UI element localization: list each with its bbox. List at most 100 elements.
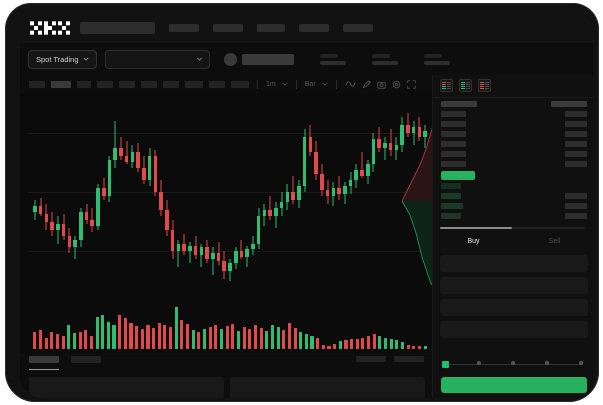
market-type-dropdown[interactable]: Spot Trading [28, 49, 97, 69]
amount-field[interactable] [440, 299, 588, 316]
candle-body [268, 209, 272, 216]
toolbar-chip-1[interactable] [51, 80, 71, 88]
table-row[interactable] [433, 129, 594, 139]
toolbar-chip-0[interactable] [29, 80, 45, 88]
candle-body [56, 223, 60, 230]
table-row[interactable] [433, 149, 594, 159]
nav-item-2[interactable] [257, 24, 285, 32]
chevron-down-icon[interactable] [322, 82, 328, 86]
candle-body [182, 243, 186, 252]
candle-body [360, 170, 364, 177]
candlestick [302, 97, 307, 295]
nav-item-3[interactable] [299, 24, 329, 32]
camera-snapshot-icon[interactable] [377, 80, 386, 89]
toolbar-chip-3[interactable] [97, 80, 113, 88]
tab-buy[interactable]: Buy [467, 238, 480, 245]
candle-body [371, 138, 376, 165]
tab-sell[interactable]: Sell [548, 238, 561, 245]
orderbook-bids-icon[interactable] [459, 79, 472, 92]
stat-value [371, 60, 398, 65]
candlestick [325, 97, 330, 295]
nav-item-4[interactable] [343, 24, 373, 32]
table-row[interactable] [433, 119, 594, 129]
bottom-card-0[interactable] [29, 377, 224, 398]
table-row[interactable] [433, 109, 594, 119]
bottom-tab-1[interactable] [71, 356, 101, 363]
scrollbar-thumb[interactable] [440, 227, 512, 229]
candle-wick [424, 124, 426, 149]
price-field[interactable] [440, 277, 588, 294]
volume-histogram[interactable] [28, 301, 432, 349]
volume-bar [197, 331, 201, 349]
amount-slider[interactable] [441, 360, 587, 370]
volume-bar [265, 330, 269, 349]
pair-select-dropdown[interactable] [104, 49, 210, 69]
candle-body [308, 136, 313, 153]
candlestick [205, 97, 209, 295]
toolbar-chip-5[interactable] [141, 80, 157, 88]
settings-gear-icon[interactable] [392, 80, 401, 89]
slider-stop-100[interactable] [579, 361, 583, 365]
volume-bar [270, 324, 274, 349]
candlestick [101, 97, 106, 295]
slider-stop-75[interactable] [545, 361, 549, 365]
bottom-right-tab-0[interactable] [356, 356, 386, 362]
slider-stop-25[interactable] [477, 361, 481, 365]
interval-label[interactable]: 1m [266, 80, 276, 88]
table-row[interactable] [433, 159, 594, 169]
candlestick [245, 97, 249, 295]
bottom-right-tab-1[interactable] [394, 356, 424, 362]
toolbar-chip-2[interactable] [77, 80, 91, 88]
toolbar-chip-4[interactable] [119, 80, 135, 88]
order-book[interactable] [433, 99, 594, 225]
orderbook-both-icon[interactable] [440, 79, 453, 92]
bottom-tab-0[interactable] [29, 356, 59, 363]
slider-stop-50[interactable] [511, 361, 515, 365]
indicator-wave-icon[interactable] [345, 80, 356, 88]
nav-item-1[interactable] [213, 24, 243, 32]
toolbar-chip-6[interactable] [163, 80, 179, 88]
nav-item-0[interactable] [169, 24, 199, 32]
volume-bar [327, 345, 331, 349]
candle-body [320, 174, 324, 191]
volume-bar [174, 307, 178, 349]
volume-bar [38, 329, 43, 349]
volume-bar [287, 322, 291, 349]
toolbar-chip-8[interactable] [209, 80, 225, 88]
stat-label [423, 53, 442, 58]
candlestick [216, 97, 221, 295]
candlestick [96, 97, 100, 295]
charttype-label[interactable]: Bar [304, 80, 316, 88]
candle-body [354, 170, 359, 181]
volume-bar [406, 344, 410, 349]
candle-body [73, 239, 77, 248]
price-candlestick-chart[interactable] [28, 97, 432, 295]
toolbar-chip-9[interactable] [231, 80, 249, 88]
table-row[interactable] [433, 181, 594, 191]
volume-bar [276, 327, 280, 349]
volume-bar [372, 334, 376, 349]
bottom-card-1[interactable] [230, 377, 425, 398]
table-row[interactable] [433, 139, 594, 149]
table-row[interactable] [433, 211, 594, 221]
table-row[interactable] [433, 191, 594, 201]
fullscreen-expand-icon[interactable] [407, 79, 416, 89]
orderbook-scrollbar[interactable] [440, 227, 585, 229]
pencil-draw-icon[interactable] [362, 79, 371, 89]
submit-order-button[interactable] [441, 377, 587, 393]
order-type-field[interactable] [440, 255, 588, 272]
candlestick [193, 97, 198, 295]
candle-body [147, 156, 152, 181]
orderbook-asks-icon[interactable] [478, 79, 491, 92]
search-input[interactable] [80, 22, 155, 34]
volume-bar [118, 314, 122, 349]
total-field[interactable] [440, 321, 588, 338]
chevron-down-icon[interactable] [282, 82, 288, 86]
candlestick [411, 97, 416, 295]
candle-wick [240, 239, 242, 260]
slider-handle[interactable] [441, 360, 450, 369]
table-row[interactable] [433, 201, 594, 211]
toolbar-chip-7[interactable] [185, 80, 203, 88]
okx-logo[interactable] [30, 21, 70, 35]
